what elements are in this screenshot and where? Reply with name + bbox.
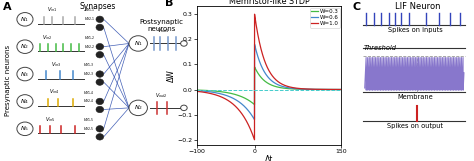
W=1.0 (261, 56, 266, 58)
Circle shape (96, 134, 104, 140)
Circle shape (96, 79, 104, 85)
Text: $W_{2,3}$: $W_{2,3}$ (83, 71, 95, 78)
Circle shape (96, 24, 104, 31)
Text: $V_{out1}$: $V_{out1}$ (157, 27, 170, 35)
Text: Synapses: Synapses (80, 2, 116, 11)
Text: Spikes on inputs: Spikes on inputs (388, 27, 442, 33)
Text: $N_1$: $N_1$ (20, 15, 29, 24)
Text: $N_2$: $N_2$ (134, 103, 143, 112)
W=0.6 (261, 69, 266, 71)
Text: $V_{in2}$: $V_{in2}$ (42, 33, 52, 42)
W=1.0 (252, 139, 257, 141)
W=0.3 (252, 66, 257, 68)
Text: B: B (165, 0, 173, 8)
Text: $N_2$: $N_2$ (20, 42, 29, 51)
Circle shape (96, 71, 104, 77)
Text: LIF Neuron: LIF Neuron (395, 2, 440, 11)
Text: $W_{1,2}$: $W_{1,2}$ (83, 34, 95, 42)
Text: $W_{2,5}$: $W_{2,5}$ (83, 125, 95, 133)
Text: C: C (352, 2, 360, 12)
Circle shape (96, 126, 104, 132)
Text: $W_{1,4}$: $W_{1,4}$ (83, 89, 95, 97)
W=1.0 (334, 89, 340, 90)
Title: Memristor-like STDP: Memristor-like STDP (228, 0, 310, 6)
Circle shape (96, 43, 104, 50)
W=0.6 (201, 90, 207, 92)
Text: $N_3$: $N_3$ (20, 70, 29, 79)
Text: $V_{in1}$: $V_{in1}$ (46, 5, 57, 14)
Text: $V_{in3}$: $V_{in3}$ (51, 60, 61, 69)
Text: $N_1$: $N_1$ (134, 39, 143, 48)
Text: $W_{2,2}$: $W_{2,2}$ (83, 43, 95, 51)
Text: $W_{1,3}$: $W_{1,3}$ (83, 62, 95, 69)
W=1.0 (264, 66, 270, 68)
Text: Postsynaptic
neurons: Postsynaptic neurons (139, 19, 183, 32)
Text: $W_{1,1}$: $W_{1,1}$ (83, 7, 95, 14)
W=0.6 (194, 90, 200, 92)
Text: $N_5$: $N_5$ (20, 124, 29, 133)
W=0.6 (264, 75, 270, 77)
Text: $W_{1,5}$: $W_{1,5}$ (83, 116, 95, 124)
W=0.6 (338, 89, 344, 90)
Y-axis label: ΔW: ΔW (167, 69, 176, 82)
Line: W=0.6: W=0.6 (197, 44, 341, 120)
Circle shape (96, 98, 104, 105)
Circle shape (17, 67, 33, 81)
W=1.0 (308, 88, 313, 90)
W=1.0 (252, 13, 257, 15)
Text: Membrane: Membrane (397, 94, 433, 100)
Line: W=1.0: W=1.0 (197, 14, 341, 140)
W=1.0 (194, 90, 200, 92)
W=1.0 (201, 91, 207, 93)
W=0.3 (334, 89, 340, 90)
W=0.3 (308, 88, 313, 90)
Text: $W_{2,1}$: $W_{2,1}$ (83, 16, 95, 23)
W=0.3 (264, 82, 270, 84)
W=0.3 (194, 89, 200, 91)
Text: $V_{in5}$: $V_{in5}$ (45, 115, 55, 124)
W=0.3 (252, 104, 257, 106)
X-axis label: Δt: Δt (265, 156, 273, 161)
W=0.6 (252, 43, 257, 45)
Text: Threshold: Threshold (364, 45, 396, 51)
Text: $N_4$: $N_4$ (20, 97, 29, 106)
Circle shape (96, 52, 104, 58)
Legend: W=0.3, W=0.6, W=1.0: W=0.3, W=0.6, W=1.0 (310, 8, 340, 28)
W=1.0 (338, 89, 344, 90)
W=0.3 (338, 89, 344, 90)
W=0.6 (252, 119, 257, 121)
Line: W=0.3: W=0.3 (197, 67, 341, 105)
Circle shape (96, 16, 104, 23)
W=0.3 (201, 89, 207, 91)
Text: Spikes on output: Spikes on output (387, 123, 443, 129)
Text: $V_{out2}$: $V_{out2}$ (155, 91, 168, 100)
Circle shape (129, 100, 147, 116)
Text: $V_{in4}$: $V_{in4}$ (48, 87, 59, 96)
Circle shape (96, 106, 104, 113)
Circle shape (17, 95, 33, 108)
Circle shape (17, 13, 33, 26)
W=1.0 (334, 89, 340, 90)
Text: Presynaptic neurons: Presynaptic neurons (5, 45, 11, 116)
W=0.3 (334, 89, 340, 90)
W=0.6 (334, 89, 340, 90)
W=0.6 (308, 88, 313, 90)
W=0.6 (334, 89, 340, 90)
Circle shape (17, 122, 33, 136)
Circle shape (129, 36, 147, 51)
Text: A: A (3, 2, 11, 12)
Circle shape (17, 40, 33, 53)
W=0.3 (261, 79, 266, 81)
Text: $W_{2,4}$: $W_{2,4}$ (83, 98, 95, 105)
